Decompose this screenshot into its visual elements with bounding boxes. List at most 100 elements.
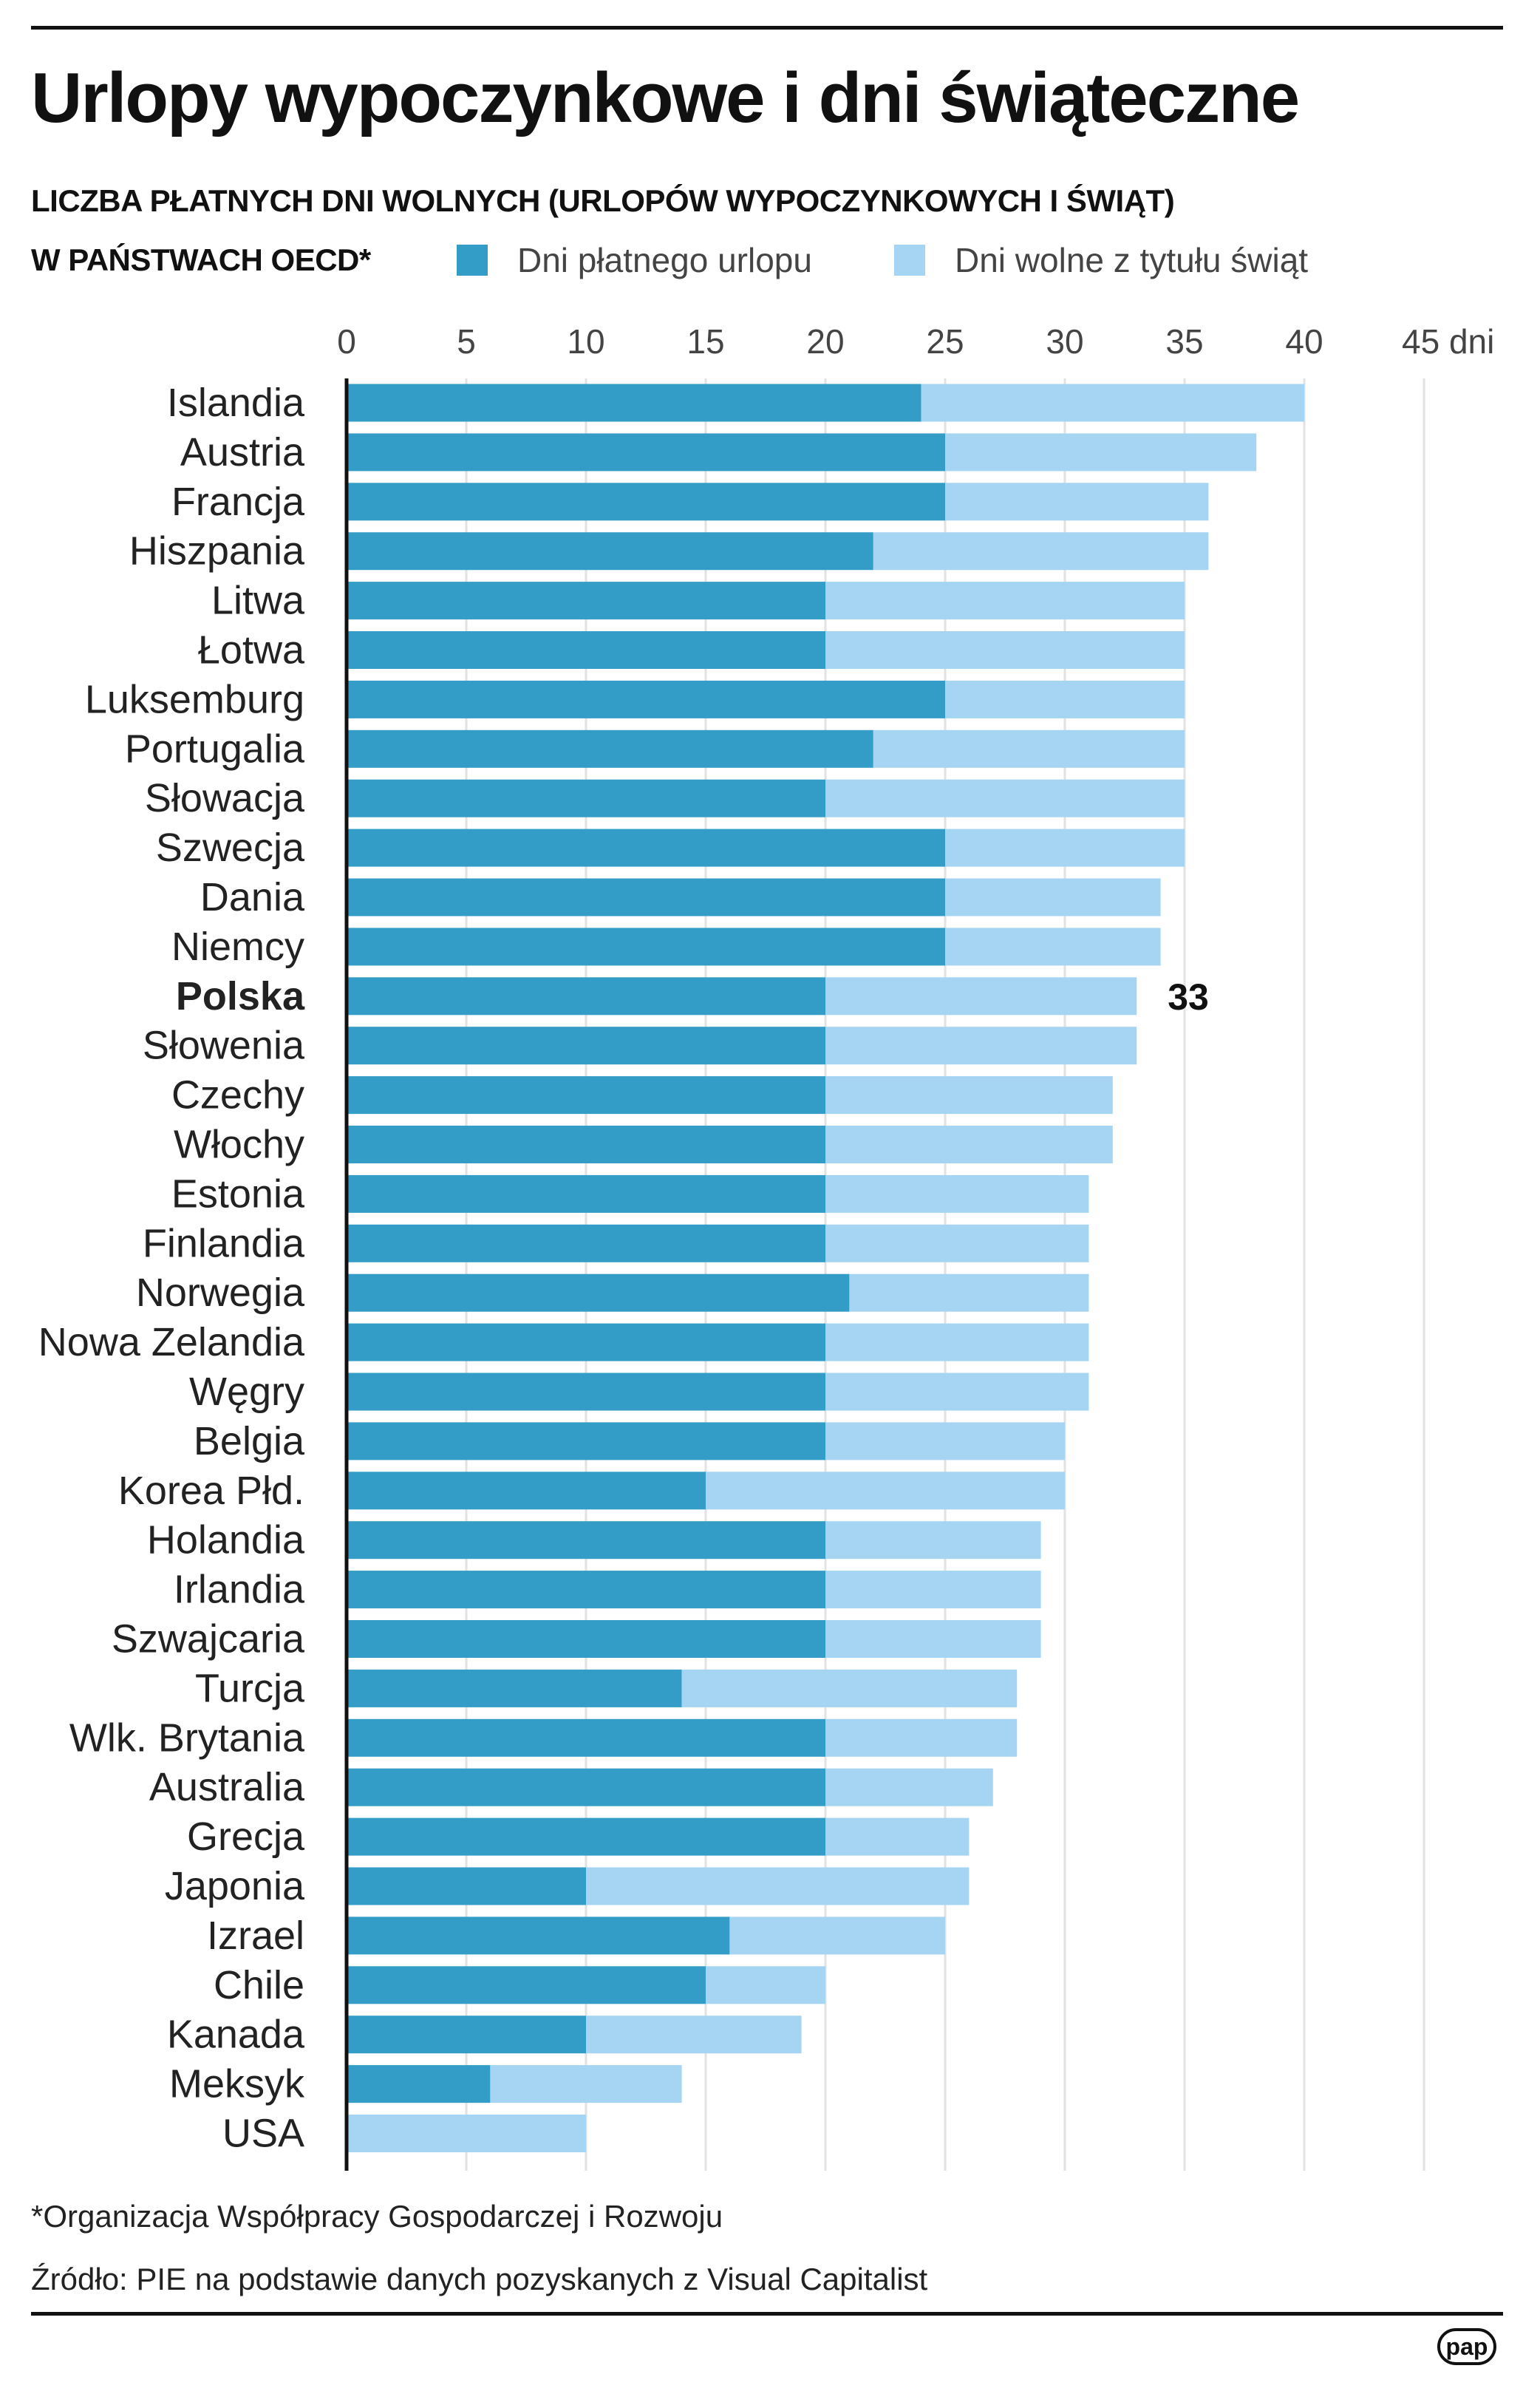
bar-paid-leave bbox=[347, 1273, 850, 1312]
x-tick-label: 0 bbox=[337, 322, 356, 361]
x-tick-label: 5 bbox=[457, 322, 476, 361]
bar-holidays bbox=[945, 829, 1185, 867]
category-label: Szwajcaria bbox=[112, 1617, 305, 1662]
category-label: Norwegia bbox=[136, 1271, 305, 1315]
category-label: Czechy bbox=[171, 1073, 304, 1118]
bottom-rule bbox=[31, 2312, 1503, 2316]
category-label: Niemcy bbox=[171, 925, 304, 969]
bar-paid-leave bbox=[347, 2016, 586, 2054]
category-label: Finlandia bbox=[143, 1221, 305, 1265]
bar-paid-leave bbox=[347, 1323, 825, 1361]
bar-holidays bbox=[825, 631, 1185, 669]
bar-holidays bbox=[706, 1966, 825, 2004]
bar-holidays bbox=[825, 1718, 1018, 1757]
bar-paid-leave bbox=[347, 779, 825, 817]
bar-holidays bbox=[825, 977, 1137, 1016]
category-label: Węgry bbox=[189, 1370, 304, 1414]
category-label: Belgia bbox=[194, 1419, 305, 1463]
bar-holidays bbox=[825, 1768, 993, 1806]
category-label: Grecja bbox=[187, 1814, 305, 1859]
bar-paid-leave bbox=[347, 829, 945, 867]
category-label: Japonia bbox=[165, 1864, 305, 1908]
category-label: Hiszpania bbox=[129, 529, 305, 574]
bar-holidays bbox=[586, 1867, 970, 1905]
bar-holidays bbox=[681, 1669, 1018, 1707]
category-label: Izrael bbox=[207, 1914, 304, 1958]
chart-subtitle-line1: LICZBA PŁATNYCH DNI WOLNYCH (URLOPÓW WYP… bbox=[31, 183, 1175, 218]
bar-paid-leave bbox=[347, 1027, 825, 1065]
bar-holidays bbox=[490, 2065, 682, 2103]
bar-paid-leave bbox=[347, 532, 873, 571]
category-label: Portugalia bbox=[125, 727, 305, 771]
legend-swatch-holidays bbox=[894, 245, 925, 276]
bar-holidays bbox=[825, 1521, 1041, 1560]
highlight-value-label: 33 bbox=[1168, 976, 1209, 1018]
bar-holidays bbox=[873, 532, 1209, 571]
bar-holidays bbox=[825, 582, 1185, 620]
bar-paid-leave bbox=[347, 1174, 825, 1213]
category-label: Słowenia bbox=[143, 1024, 305, 1068]
bar-paid-leave bbox=[347, 1076, 825, 1115]
bar-holidays bbox=[586, 2016, 802, 2054]
bar-holidays bbox=[825, 1422, 1065, 1460]
bar-holidays bbox=[945, 878, 1161, 916]
bar-paid-leave bbox=[347, 1916, 730, 1955]
category-label: USA bbox=[222, 2112, 304, 2156]
bar-holidays bbox=[825, 1174, 1089, 1213]
bar-paid-leave bbox=[347, 878, 945, 916]
x-tick-label: 25 bbox=[926, 322, 964, 361]
bar-holidays bbox=[849, 1273, 1089, 1312]
bar-holidays bbox=[825, 1620, 1041, 1658]
bar-paid-leave bbox=[347, 1669, 682, 1707]
category-label: Kanada bbox=[167, 2013, 305, 2057]
legend-label-holidays: Dni wolne z tytułu świąt bbox=[955, 241, 1309, 279]
bar-holidays bbox=[825, 1817, 970, 1856]
legend-label-paid: Dni płatnego urlopu bbox=[517, 241, 812, 279]
category-label: Chile bbox=[214, 1963, 304, 2007]
chart-subtitle-line2: W PAŃSTWACH OECD* bbox=[31, 242, 371, 277]
category-label: Australia bbox=[149, 1765, 305, 1809]
bar-holidays bbox=[873, 729, 1185, 768]
legend-swatch-paid bbox=[457, 245, 488, 276]
category-label: Austria bbox=[180, 430, 305, 475]
bar-paid-leave bbox=[347, 384, 921, 422]
bar-paid-leave bbox=[347, 1966, 706, 2004]
category-label: Luksemburg bbox=[85, 677, 304, 721]
chart-title: Urlopy wypoczynkowe i dni świąteczne bbox=[31, 58, 1300, 137]
x-tick-label: 40 bbox=[1285, 322, 1323, 361]
source-note: Źródło: PIE na podstawie danych pozyskan… bbox=[31, 2262, 928, 2296]
bar-paid-leave bbox=[347, 1718, 825, 1757]
category-label: Łotwa bbox=[198, 628, 305, 673]
legend-item-holidays: Dni wolne z tytułu świąt bbox=[894, 240, 1308, 280]
x-tick-label: 45 dni bbox=[1402, 322, 1494, 361]
x-tick-label: 10 bbox=[567, 322, 604, 361]
bar-holidays bbox=[825, 1076, 1113, 1115]
category-label: Estonia bbox=[171, 1171, 305, 1216]
category-label: Litwa bbox=[211, 579, 305, 623]
bar-holidays bbox=[825, 779, 1185, 817]
bar-holidays bbox=[706, 1472, 1065, 1510]
category-label: Dania bbox=[200, 875, 305, 919]
category-label: Słowacja bbox=[145, 776, 305, 820]
x-tick-label: 35 bbox=[1165, 322, 1203, 361]
bar-paid-leave bbox=[347, 483, 945, 521]
bar-holidays bbox=[945, 680, 1185, 718]
bar-paid-leave bbox=[347, 433, 945, 472]
bar-paid-leave bbox=[347, 1817, 825, 1856]
bar-holidays bbox=[825, 1224, 1089, 1262]
legend-item-paid: Dni płatnego urlopu bbox=[457, 240, 812, 280]
bar-paid-leave bbox=[347, 1571, 825, 1609]
bar-paid-leave bbox=[347, 2065, 491, 2103]
bar-paid-leave bbox=[347, 680, 945, 718]
bar-holidays bbox=[825, 1571, 1041, 1609]
bar-holidays bbox=[945, 433, 1257, 472]
category-label: Włochy bbox=[174, 1123, 304, 1167]
bar-paid-leave bbox=[347, 729, 873, 768]
bar-paid-leave bbox=[347, 1867, 586, 1905]
category-label: Irlandia bbox=[174, 1568, 305, 1612]
bar-paid-leave bbox=[347, 1472, 706, 1510]
category-label: Turcja bbox=[195, 1666, 305, 1710]
x-tick-label: 15 bbox=[686, 322, 724, 361]
bar-paid-leave bbox=[347, 1521, 825, 1560]
bar-paid-leave bbox=[347, 1224, 825, 1262]
